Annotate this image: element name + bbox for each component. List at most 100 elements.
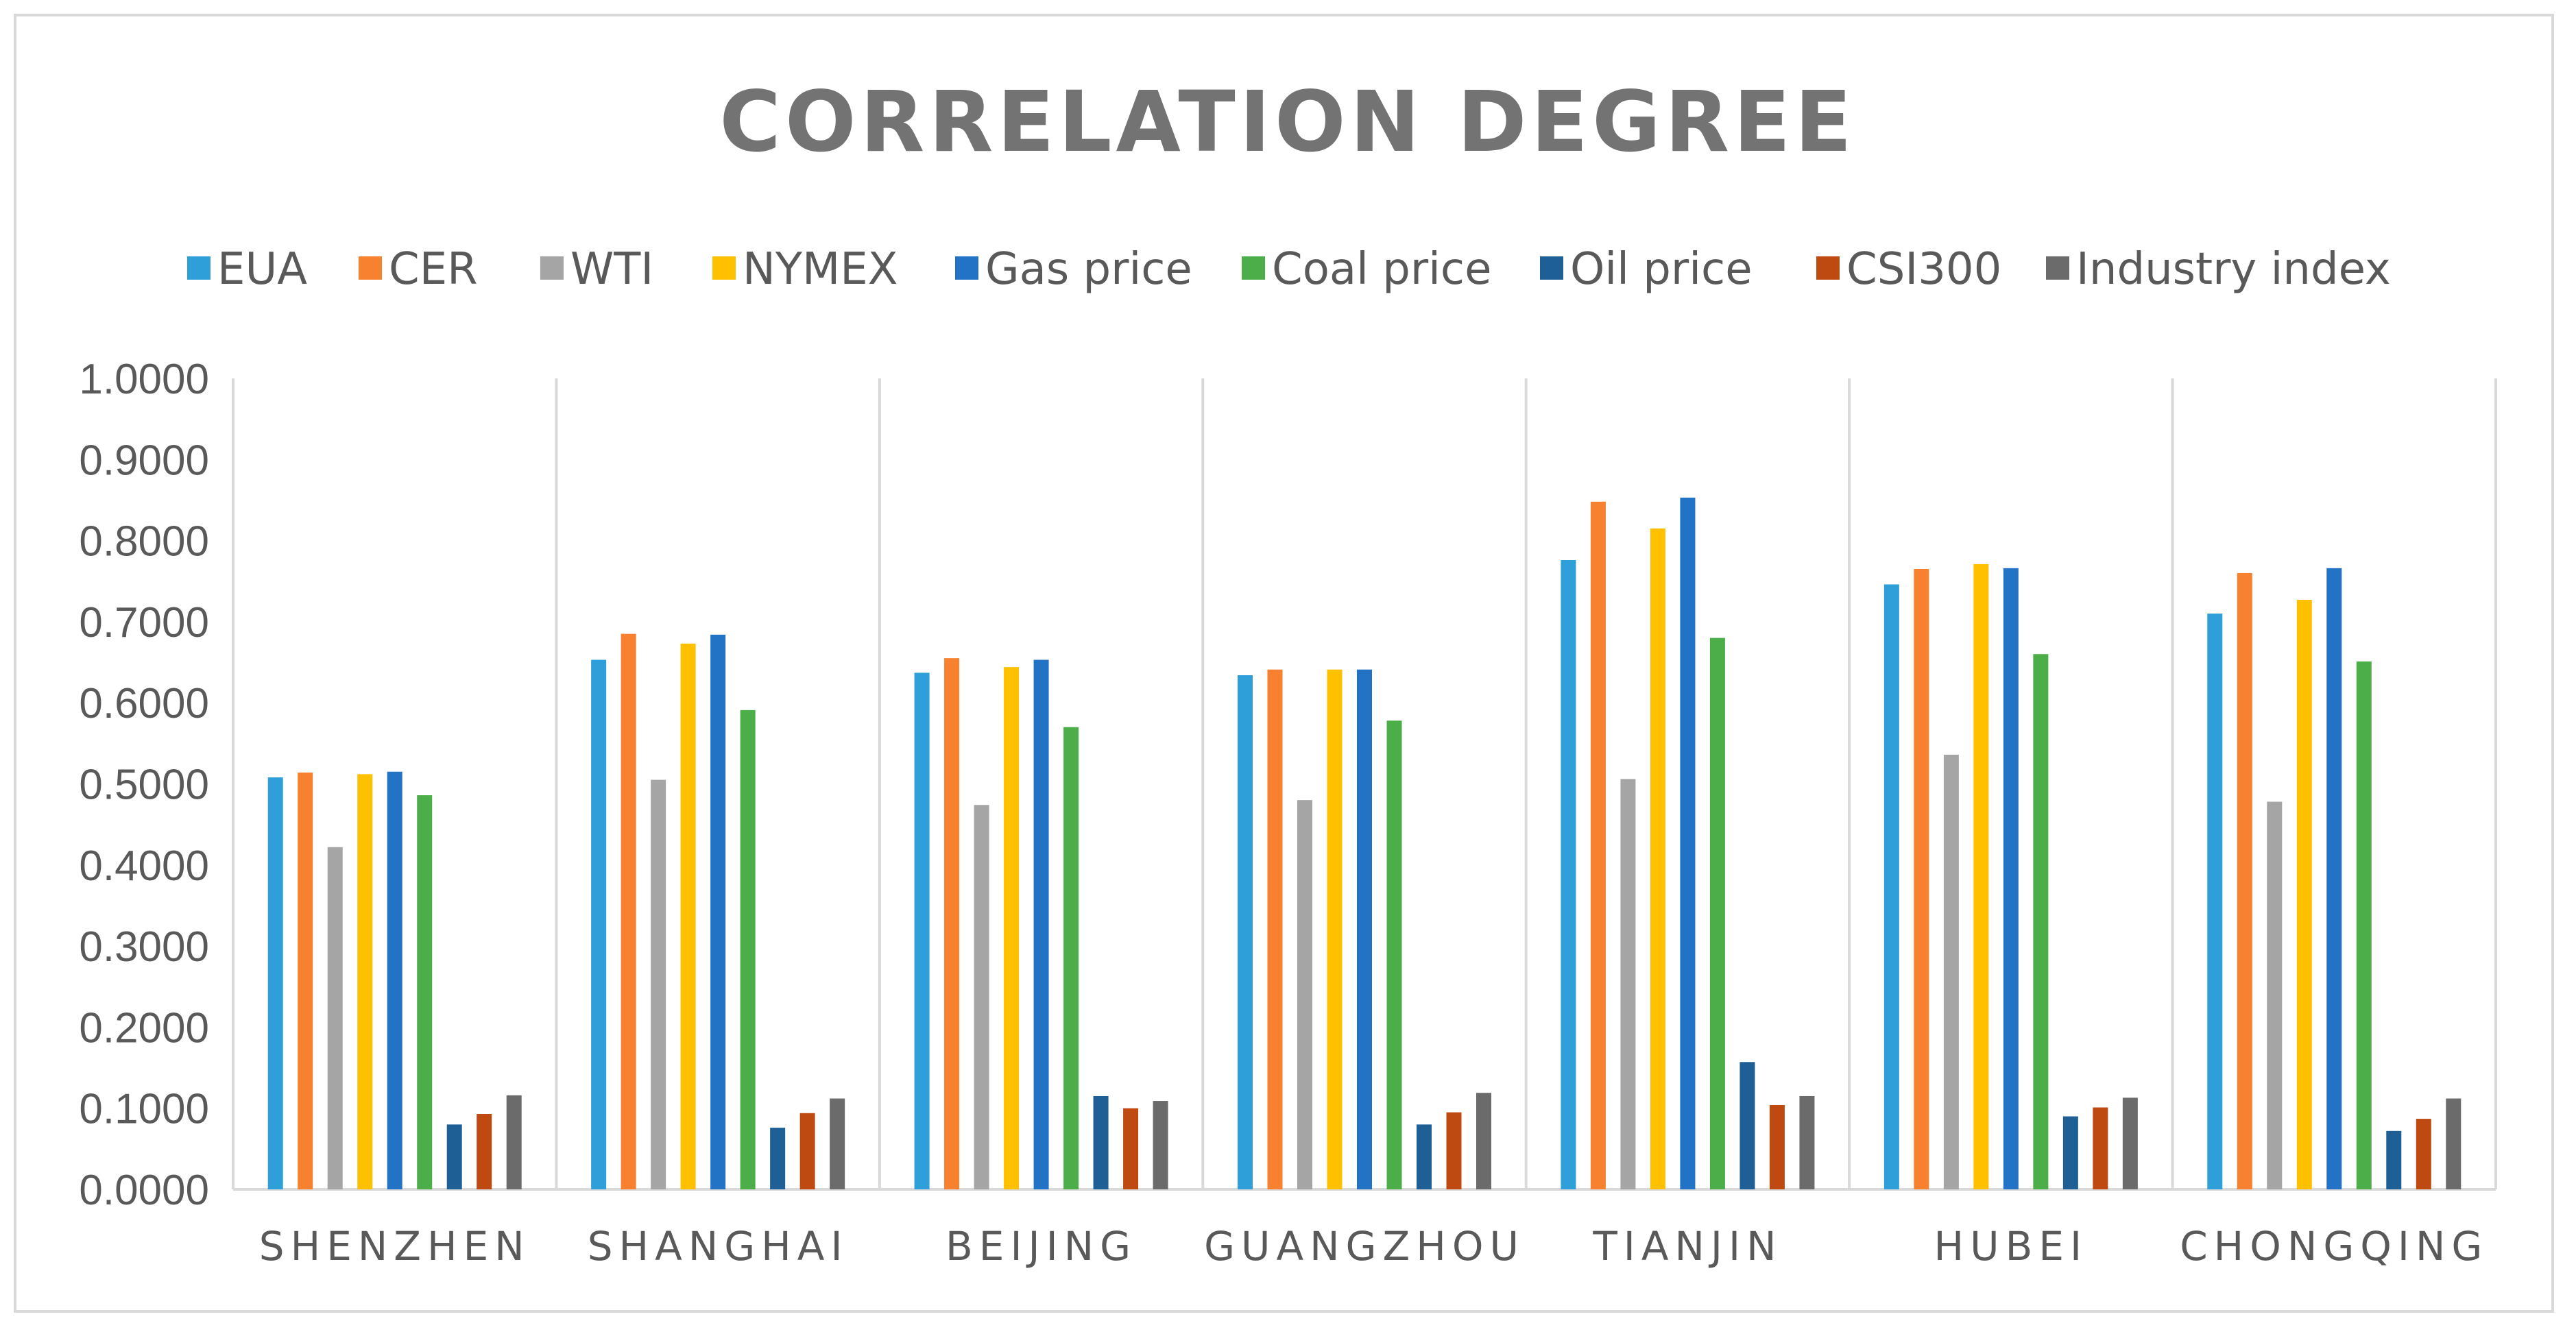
bar-shanghai-cer <box>621 633 636 1189</box>
legend-swatch-gas-price <box>955 256 978 280</box>
bar-beijing-cer <box>944 658 960 1189</box>
bar-chongqing-gas-price <box>2326 568 2342 1189</box>
category-label-shanghai: SHANGHAI <box>588 1223 849 1270</box>
bar-beijing-gas-price <box>1033 659 1049 1189</box>
bar-hubei-csi300 <box>2093 1107 2108 1189</box>
y-tick-label: 0.3000 <box>79 923 209 971</box>
bar-chongqing-oil-price <box>2386 1130 2402 1189</box>
bars <box>267 497 2461 1189</box>
bar-hubei-nymex <box>1973 563 1989 1189</box>
bar-shenzhen-eua <box>267 777 283 1189</box>
bar-shenzhen-oil-price <box>446 1124 462 1189</box>
legend-swatch-cer <box>359 256 382 280</box>
bar-shenzhen-wti <box>327 847 343 1189</box>
chart-title: CORRELATION DEGREE <box>719 73 1855 171</box>
bar-hubei-industry-index <box>2122 1097 2138 1189</box>
legend-label-csi300: CSI300 <box>1846 244 2001 295</box>
bar-beijing-csi300 <box>1123 1108 1139 1189</box>
legend-label-eua: EUA <box>217 244 307 295</box>
bar-chongqing-industry-index <box>2446 1098 2461 1189</box>
bar-tianjin-eua <box>1561 559 1576 1189</box>
y-tick-label: 0.1000 <box>79 1086 209 1133</box>
bar-shanghai-oil-price <box>770 1128 786 1189</box>
axes: 0.0000 0.1000 0.2000 0.3000 0.4000 0.5000 0.60… <box>79 356 2497 1214</box>
y-tick-label: 0.6000 <box>79 680 209 727</box>
bar-hubei-gas-price <box>2003 568 2019 1189</box>
legend-label-coal-price: Coal price <box>1272 244 1491 295</box>
bar-guangzhou-oil-price <box>1417 1124 1432 1189</box>
category-label-chongqing: CHONGQING <box>2180 1223 2488 1270</box>
category-label-tianjin: TIANJIN <box>1592 1223 1782 1270</box>
bar-guangzhou-coal-price <box>1386 720 1402 1189</box>
bar-shanghai-csi300 <box>799 1113 815 1189</box>
y-tick-label: 0.4000 <box>79 842 209 890</box>
y-tick-label: 0.5000 <box>79 762 209 809</box>
bar-hubei-coal-price <box>2033 654 2049 1189</box>
legend-swatch-eua <box>187 256 210 280</box>
bar-hubei-cer <box>1914 569 1929 1189</box>
bar-tianjin-coal-price <box>1709 638 1725 1189</box>
legend-label-cer: CER <box>389 244 478 295</box>
bar-shanghai-wti <box>651 779 666 1189</box>
bar-shenzhen-cer <box>298 772 313 1189</box>
bar-beijing-wti <box>974 805 989 1189</box>
bar-hubei-oil-price <box>2062 1116 2078 1189</box>
chart-frame <box>14 14 2554 1313</box>
bar-beijing-industry-index <box>1153 1101 1168 1189</box>
legend-label-nymex: NYMEX <box>743 244 898 295</box>
bar-tianjin-industry-index <box>1799 1095 1815 1189</box>
bar-guangzhou-csi300 <box>1446 1112 1462 1189</box>
bar-shanghai-eua <box>591 659 607 1189</box>
y-tick-label: 0.9000 <box>79 437 209 484</box>
legend-label-gas-price: Gas price <box>985 244 1192 295</box>
bar-guangzhou-industry-index <box>1476 1093 1491 1189</box>
legend-swatch-wti <box>540 256 564 280</box>
bar-tianjin-cer <box>1590 501 1606 1189</box>
bar-chongqing-eua <box>2207 614 2223 1189</box>
bar-chongqing-nymex <box>2296 599 2312 1189</box>
category-label-beijing: BEIJING <box>946 1223 1137 1270</box>
bar-guangzhou-wti <box>1297 800 1312 1189</box>
bar-beijing-coal-price <box>1063 727 1079 1189</box>
bar-shanghai-coal-price <box>740 710 756 1189</box>
legend-swatch-csi300 <box>1816 256 1840 280</box>
bar-beijing-oil-price <box>1093 1095 1109 1189</box>
bar-chongqing-coal-price <box>2356 661 2372 1189</box>
bar-shanghai-nymex <box>680 643 696 1189</box>
bar-chongqing-wti <box>2267 801 2283 1189</box>
legend-swatch-oil-price <box>1540 256 1563 280</box>
legend-label-oil-price: Oil price <box>1570 244 1753 295</box>
y-tick-label: 1.0000 <box>79 356 209 403</box>
bar-guangzhou-eua <box>1238 675 1253 1189</box>
bar-guangzhou-nymex <box>1327 669 1343 1189</box>
legend-swatch-nymex <box>712 256 736 280</box>
bar-shenzhen-gas-price <box>387 771 402 1189</box>
legend-swatch-industry-index <box>2046 256 2069 280</box>
y-tick-label: 0.2000 <box>79 1004 209 1052</box>
bar-shanghai-industry-index <box>830 1098 845 1189</box>
bar-tianjin-csi300 <box>1769 1104 1785 1189</box>
bar-guangzhou-cer <box>1267 669 1283 1189</box>
y-tick-label: 0.8000 <box>79 518 209 566</box>
y-tick-label: 0.7000 <box>79 599 209 646</box>
bar-tianjin-oil-price <box>1740 1062 1755 1189</box>
bar-shenzhen-csi300 <box>477 1113 492 1189</box>
legend: EUA CER WTI NYMEX Gas price Coal price Oil pri… <box>187 244 2391 295</box>
category-labels: SHENZHEN SHANGHAI BEIJING GUANGZHOU TIANJIN H… <box>259 1223 2488 1270</box>
bar-shenzhen-coal-price <box>417 795 433 1189</box>
bar-tianjin-gas-price <box>1680 497 1696 1189</box>
bar-guangzhou-gas-price <box>1357 669 1372 1189</box>
bar-chongqing-csi300 <box>2416 1119 2431 1189</box>
bar-beijing-eua <box>914 672 930 1189</box>
category-label-guangzhou: GUANGZHOU <box>1204 1223 1525 1270</box>
bar-tianjin-wti <box>1620 779 1636 1189</box>
bar-shanghai-gas-price <box>710 634 726 1189</box>
legend-swatch-coal-price <box>1242 256 1265 280</box>
y-tick-label: 0.0000 <box>79 1167 209 1214</box>
category-label-hubei: HUBEI <box>1934 1223 2089 1270</box>
legend-label-industry-index: Industry index <box>2076 244 2391 295</box>
bar-chongqing-cer <box>2237 572 2252 1189</box>
category-label-shenzhen: SHENZHEN <box>259 1223 531 1270</box>
legend-label-wti: WTI <box>570 244 653 295</box>
